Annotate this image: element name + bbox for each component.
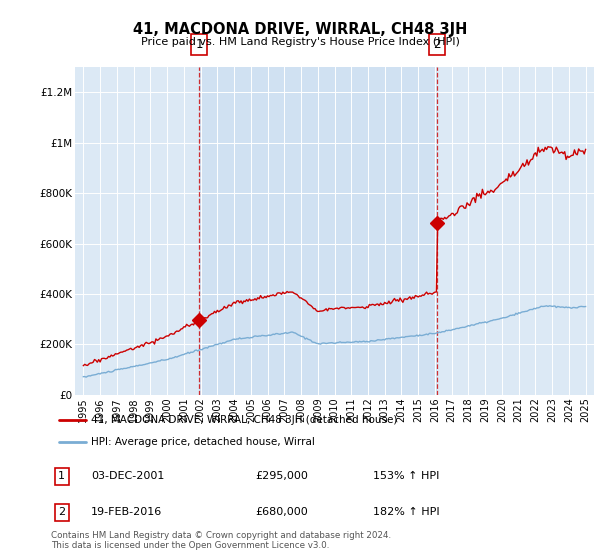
Text: 1: 1 (58, 471, 65, 481)
Text: 41, MACDONA DRIVE, WIRRAL, CH48 3JH (detached house): 41, MACDONA DRIVE, WIRRAL, CH48 3JH (det… (91, 415, 398, 425)
Text: 03-DEC-2001: 03-DEC-2001 (91, 471, 164, 481)
Text: 19-FEB-2016: 19-FEB-2016 (91, 507, 163, 517)
Text: 1: 1 (196, 38, 203, 51)
Text: Price paid vs. HM Land Registry's House Price Index (HPI): Price paid vs. HM Land Registry's House … (140, 37, 460, 47)
Text: 2: 2 (433, 38, 441, 51)
Text: This data is licensed under the Open Government Licence v3.0.: This data is licensed under the Open Gov… (51, 541, 329, 550)
Text: 2: 2 (58, 507, 65, 517)
Text: 153% ↑ HPI: 153% ↑ HPI (373, 471, 440, 481)
Text: HPI: Average price, detached house, Wirral: HPI: Average price, detached house, Wirr… (91, 437, 315, 447)
Text: 41, MACDONA DRIVE, WIRRAL, CH48 3JH: 41, MACDONA DRIVE, WIRRAL, CH48 3JH (133, 22, 467, 38)
Text: Contains HM Land Registry data © Crown copyright and database right 2024.: Contains HM Land Registry data © Crown c… (51, 531, 391, 540)
Text: 182% ↑ HPI: 182% ↑ HPI (373, 507, 440, 517)
Bar (199, 67, 437, 395)
Text: £680,000: £680,000 (255, 507, 308, 517)
Text: £295,000: £295,000 (255, 471, 308, 481)
